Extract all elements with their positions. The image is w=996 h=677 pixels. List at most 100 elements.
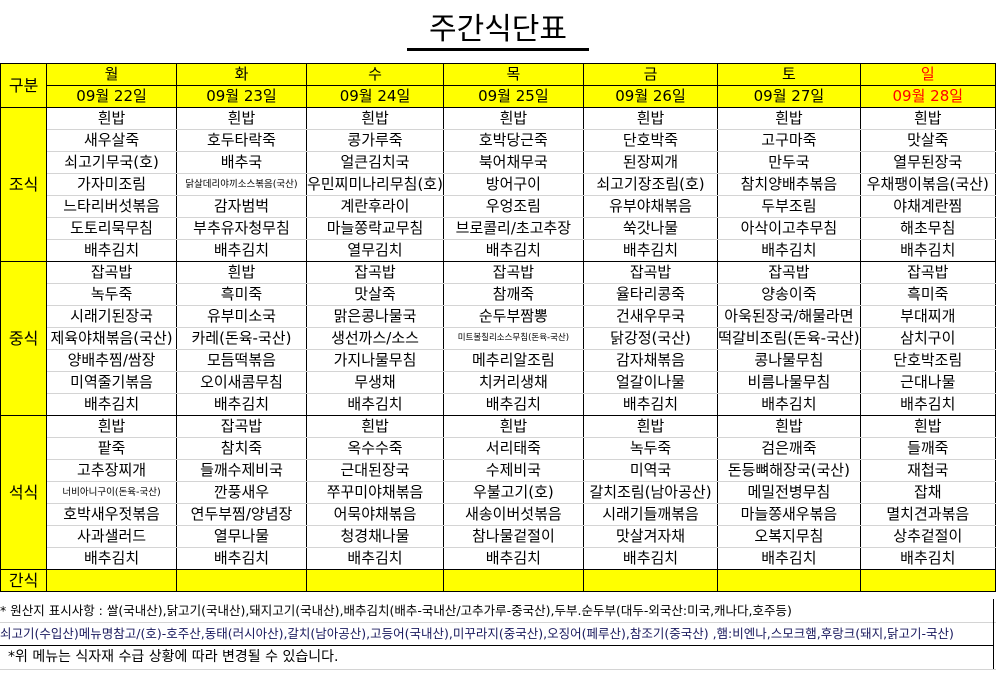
origin-note-detail: 쇠고기(수입산)메뉴명참고/(호)-호주산,동태(러시아산),갈치(남아공산),… — [0, 622, 994, 646]
menu-item: 옥수수죽 — [306, 437, 444, 460]
menu-item: 콩나물무침 — [717, 349, 861, 372]
menu-item: 근대된장국 — [306, 459, 444, 482]
menu-item: 부대찌개 — [859, 305, 996, 328]
menu-row: 석식 흰밥 잡곡밥 흰밥 흰밥 흰밥 흰밥 흰밥 — [0, 415, 996, 570]
menu-item: 배추김치 — [859, 547, 996, 570]
day-header: 금 — [582, 63, 719, 86]
menu-item: 흰밥 — [859, 107, 996, 130]
menu-item: 녹두죽 — [582, 437, 719, 460]
menu-item: 마늘쫑락교무침 — [306, 217, 444, 240]
menu-item: 사과샐러드 — [46, 525, 177, 548]
menu-item: 배추김치 — [717, 239, 861, 262]
menu-item: 배추김치 — [717, 393, 861, 416]
menu-item: 열무된장국 — [859, 151, 996, 174]
menu-item: 배추김치 — [306, 547, 444, 570]
menu-item: 배추김치 — [442, 393, 584, 416]
menu-item: 흰밥 — [717, 107, 861, 130]
menu-item: 미역줄기볶음 — [46, 371, 177, 394]
menu-item: 얼큰김치국 — [306, 151, 444, 174]
menu-item: 흰밥 — [46, 107, 177, 130]
page-title: 주간식단표 — [0, 10, 996, 51]
change-notice: *위 메뉴는 식자재 수급 상황에 따라 변경될 수 있습니다. — [0, 646, 994, 669]
menu-item: 시래기들깨볶음 — [582, 503, 719, 526]
menu-item: 새우살죽 — [46, 129, 177, 152]
menu-item: 호두타락죽 — [175, 129, 308, 152]
meal-label: 중식 — [0, 261, 48, 416]
menu-row: 사과샐러드 열무나물 청경채나물 참나물겉절이 맛살겨자채 오복지무침 상추겉절이 — [1, 525, 996, 548]
snack-row: 간식 — [0, 569, 996, 592]
menu-item: 메밀전병무침 — [717, 481, 861, 504]
menu-item: 흰밥 — [582, 415, 719, 438]
menu-item: 가자미조림 — [46, 173, 177, 196]
menu-row: 도토리묵무침 부추유자청무침 마늘쫑락교무침 브로콜리/초고추장 쑥갓나물 아삭이고추무침… — [1, 217, 996, 240]
menu-item: 배추김치 — [859, 393, 996, 416]
menu-item: 방어구이 — [442, 173, 584, 196]
menu-item: 브로콜리/초고추장 — [442, 217, 584, 240]
day-header: 목 — [442, 63, 584, 86]
menu-item: 배추김치 — [859, 239, 996, 262]
date-header: 09월 23일 — [175, 85, 308, 108]
date-row: 09월 22일 09월 23일 09월 24일 09월 25일 09월 26일 09월 2… — [1, 85, 996, 108]
menu-item: 잡곡밥 — [442, 261, 584, 284]
menu-item: 깐풍새우 — [175, 481, 308, 504]
menu-item: 상추겉절이 — [859, 525, 996, 548]
menu-item: 고추장찌개 — [46, 459, 177, 482]
day-header: 화 — [175, 63, 308, 86]
menu-item: 가지나물무침 — [306, 349, 444, 372]
date-header: 09월 24일 — [306, 85, 444, 108]
menu-item: 새송이버섯볶음 — [442, 503, 584, 526]
menu-item: 우채팽이볶음(국산) — [859, 173, 996, 196]
menu-item: 참치죽 — [175, 437, 308, 460]
menu-item: 연두부찜/양념장 — [175, 503, 308, 526]
meal-label: 석식 — [0, 415, 48, 570]
menu-item: 닭살데리야끼소스볶음(국산) — [175, 173, 308, 196]
menu-item: 배추김치 — [582, 547, 719, 570]
menu-item: 감자채볶음 — [582, 349, 719, 372]
menu-item: 비름나물무침 — [717, 371, 861, 394]
snack-cell — [582, 569, 719, 592]
menu-item: 부추유자청무침 — [175, 217, 308, 240]
menu-item: 도토리묵무침 — [46, 217, 177, 240]
menu-row: 미역줄기볶음 오이새콤무침 무생채 치커리생채 얼갈이나물 비름나물무침 근대나물 — [1, 371, 996, 394]
snack-cell — [859, 569, 996, 592]
menu-row: 가자미조림 닭살데리야끼소스볶음(국산) 우민찌미나리무침(호) 방어구이 쇠고기장조림… — [1, 173, 996, 196]
menu-item: 맛살겨자채 — [582, 525, 719, 548]
menu-item: 흰밥 — [717, 415, 861, 438]
menu-item: 흰밥 — [306, 107, 444, 130]
menu-item: 흰밥 — [582, 107, 719, 130]
menu-item: 호박새우젓볶음 — [46, 503, 177, 526]
menu-item: 계란후라이 — [306, 195, 444, 218]
menu-item: 참나물겉절이 — [442, 525, 584, 548]
menu-item: 양송이죽 — [717, 283, 861, 306]
date-header: 09월 28일 — [859, 85, 996, 108]
menu-item: 잡채 — [859, 481, 996, 504]
menu-row: 조식 흰밥 흰밥 흰밥 흰밥 흰밥 흰밥 흰밥 — [0, 107, 996, 262]
menu-item: 해초무침 — [859, 217, 996, 240]
menu-item: 제육야채볶음(국산) — [46, 327, 177, 350]
menu-row: 배추김치 배추김치 열무김치 배추김치 배추김치 배추김치 배추김치 — [1, 239, 996, 262]
menu-item: 모듬떡볶음 — [175, 349, 308, 372]
menu-item: 멸치견과볶음 — [859, 503, 996, 526]
menu-item: 된장찌개 — [582, 151, 719, 174]
menu-item: 참깨죽 — [442, 283, 584, 306]
menu-item: 맛살죽 — [859, 129, 996, 152]
menu-item: 흰밥 — [859, 415, 996, 438]
menu-row: 배추김치 배추김치 배추김치 배추김치 배추김치 배추김치 배추김치 — [1, 547, 996, 570]
menu-item: 맑은콩나물국 — [306, 305, 444, 328]
category-header: 구분 — [0, 63, 48, 108]
menu-item: 무생채 — [306, 371, 444, 394]
menu-item: 배추김치 — [306, 393, 444, 416]
menu-item: 팥죽 — [46, 437, 177, 460]
day-header: 토 — [717, 63, 861, 86]
menu-item: 순두부짬뽕 — [442, 305, 584, 328]
menu-item: 닭강정(국산) — [582, 327, 719, 350]
menu-item: 생선까스/소스 — [306, 327, 444, 350]
menu-item: 카레(돈육-국산) — [175, 327, 308, 350]
menu-row: 새우살죽 호두타락죽 콩가루죽 호박당근죽 단호박죽 고구마죽 맛살죽 — [1, 129, 996, 152]
menu-item: 아욱된장국/해물라면 — [717, 305, 861, 328]
menu-item: 호박당근죽 — [442, 129, 584, 152]
menu-item: 율타리콩죽 — [582, 283, 719, 306]
menu-item: 떡갈비조림(돈육-국산) — [717, 327, 861, 350]
menu-item: 맛살죽 — [306, 283, 444, 306]
menu-item: 흰밥 — [175, 261, 308, 284]
